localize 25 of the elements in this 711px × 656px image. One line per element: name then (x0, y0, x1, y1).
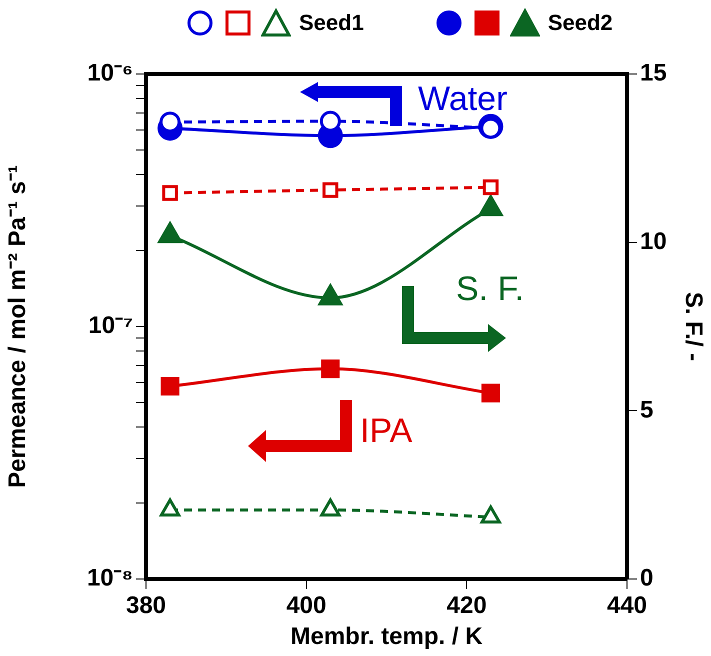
point (321, 360, 340, 378)
y2-axis-title: S. F./ - (680, 292, 707, 362)
y-tick-label: 10⁻⁸ (86, 564, 133, 592)
annotation: S. F. (456, 270, 524, 309)
x-tick-label: 420 (446, 592, 487, 620)
y2-tick-label: 15 (640, 60, 667, 87)
legend-label: Seed2 (548, 10, 613, 36)
y2-tick-label: 10 (640, 228, 667, 255)
y2-tick-label: 0 (640, 564, 654, 592)
point (322, 182, 338, 198)
annotation: Water (418, 80, 508, 119)
point (482, 179, 499, 196)
x-tick-label: 380 (126, 592, 166, 620)
y-tick-label: 10⁻⁷ (88, 312, 133, 340)
x-axis-title: Membr. temp. / K (290, 623, 484, 650)
x-tick-label: 400 (286, 592, 326, 620)
y-axis-title: Permeance / mol m⁻² Pa⁻¹ s⁻¹ (4, 165, 32, 488)
x-tick-label: 440 (606, 592, 648, 620)
point (160, 376, 180, 396)
y-tick-label: 10⁻⁶ (87, 60, 133, 87)
annotation: IPA (360, 412, 412, 451)
point (162, 185, 178, 201)
legend-label: Seed1 (299, 10, 364, 36)
y2-tick-label: 5 (640, 396, 654, 424)
point (481, 384, 500, 402)
